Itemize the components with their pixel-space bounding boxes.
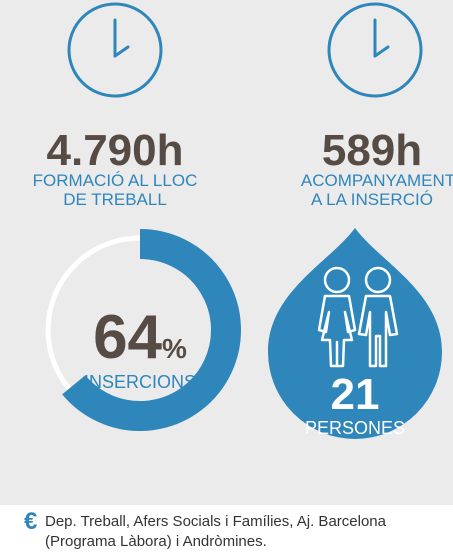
persons-value: 21 [331,370,380,419]
drop-shape [268,228,442,439]
footer-text: (Programa Làbora) i Andròmines. [45,533,267,550]
euro-icon: € [24,508,37,535]
percent-value: 64% [93,303,187,372]
clock-icon [327,2,423,98]
stat-value: 4.790h [47,126,184,175]
clock-icon [67,2,163,98]
stat-label: DE TREBALL [63,190,167,209]
stat-label: ACOMPANYAMENT [301,171,453,190]
stat-label: FORMACIÓ AL LLOC [33,171,198,190]
stat-value: 589h [322,126,422,175]
percent-number: 64 [93,303,162,372]
footer-bg [0,505,453,554]
people-icon [317,266,399,368]
percent-label: INSERCIONS [84,372,196,392]
donut-arc [62,229,241,431]
persons-label: PERSONES [305,418,405,438]
stat-label: A LA INSERCIÓ [311,190,433,209]
footer-text: Dep. Treball, Afers Socials i Famílies, … [45,513,387,530]
percent-unit: % [162,333,187,364]
